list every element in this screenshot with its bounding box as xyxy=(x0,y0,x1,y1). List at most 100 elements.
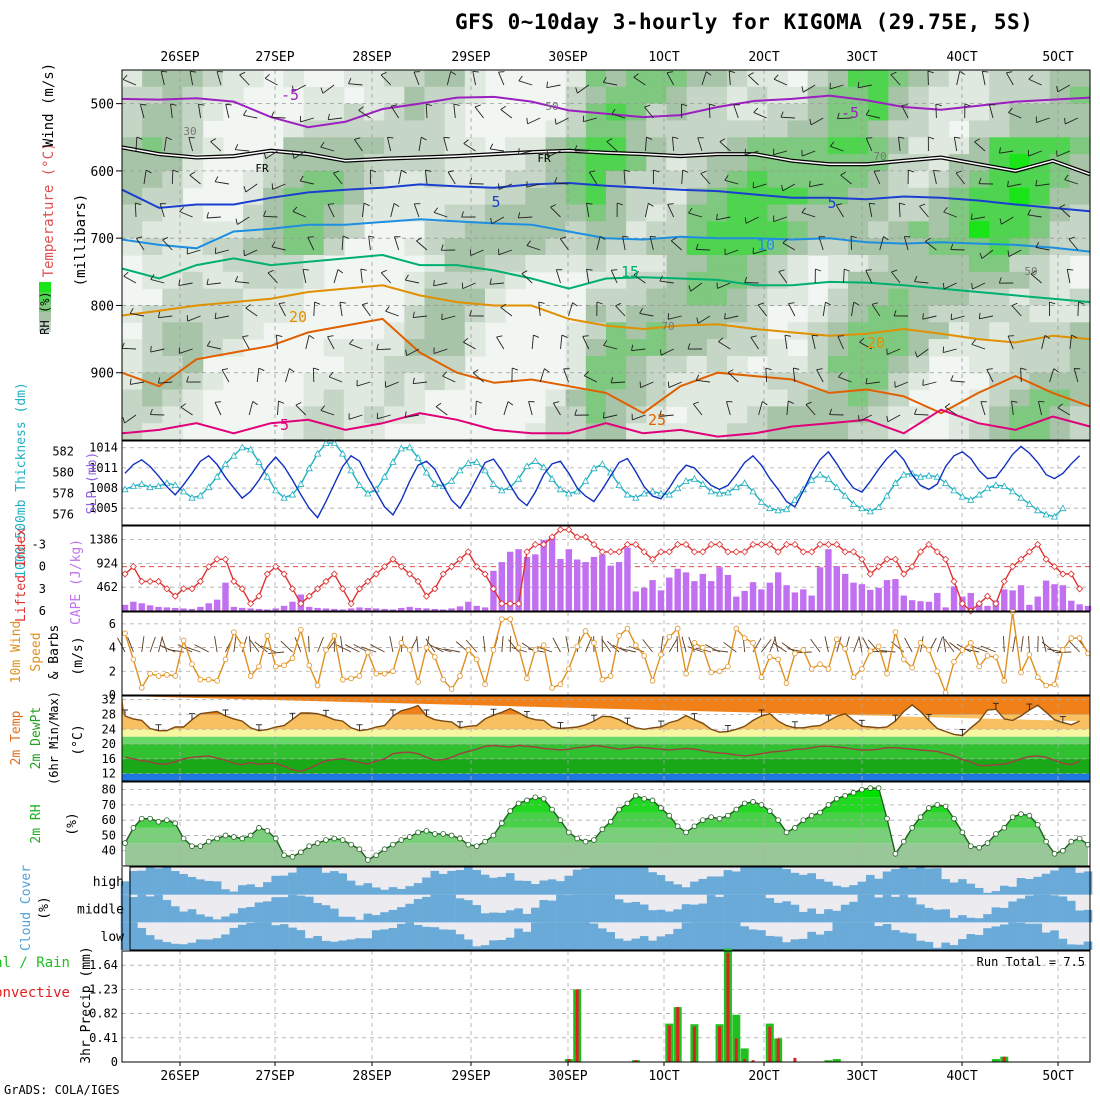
rh-shade-cell xyxy=(1009,339,1031,357)
upper-air-wind-barb-flag xyxy=(778,269,785,273)
rh-shade-cell xyxy=(1029,389,1051,407)
rh-shade-cell xyxy=(928,322,950,340)
upper-air-wind-barb xyxy=(1077,301,1080,317)
wind-speed-line-marker xyxy=(222,656,229,663)
rh-shade-cell xyxy=(1069,288,1091,307)
rh-shade-cell xyxy=(545,238,567,256)
precip-total-bar xyxy=(832,1059,841,1062)
upper-air-wind-barb-flag xyxy=(320,141,325,148)
upper-air-wind-barb-flag xyxy=(206,278,209,285)
rh-shade-cell xyxy=(989,103,1010,122)
surface-wind-barb xyxy=(254,641,268,653)
upper-air-wind-barb xyxy=(582,336,590,350)
rh-line-marker xyxy=(423,828,430,834)
cloud-cell xyxy=(505,910,515,923)
rh-line-marker xyxy=(356,846,363,852)
lifted-index-line-marker xyxy=(540,540,548,549)
lifted-index-line-marker xyxy=(389,555,397,563)
upper-air-wind-barb-flag xyxy=(179,206,184,212)
thickness-line-marker xyxy=(138,480,146,487)
rh-shade-cell xyxy=(182,339,204,357)
upper-air-wind-barb xyxy=(922,381,937,386)
rh-shade-cell xyxy=(686,355,708,374)
cape-bar xyxy=(615,562,623,611)
cape-bar xyxy=(900,595,907,611)
rh-line-marker xyxy=(867,785,874,791)
cloud-cell xyxy=(891,868,900,895)
rh-shade-cell xyxy=(888,339,910,357)
rh-shade-cell xyxy=(364,170,385,189)
date-label-bottom: 26SEP xyxy=(160,1069,199,1084)
rh-shade-cell xyxy=(384,70,405,88)
rh-line-marker xyxy=(783,829,790,836)
rh-line-marker xyxy=(909,825,915,831)
upper-air-wind-barb-flag xyxy=(603,412,605,419)
rh-shade-cell xyxy=(364,70,385,88)
upper-air-wind-barb xyxy=(135,136,138,152)
rh-shade-cell xyxy=(384,389,405,407)
precip-convective-bar xyxy=(793,1057,797,1062)
upper-air-wind-barb xyxy=(158,381,173,384)
upper-air-wind-barb xyxy=(300,180,314,185)
rh-line-marker xyxy=(465,841,472,848)
rh-shade-cell xyxy=(928,288,950,307)
rh-shade-cell xyxy=(424,355,446,374)
rh-shade-cell xyxy=(848,170,869,189)
rh-line-marker xyxy=(448,832,455,839)
surface-wind-barb xyxy=(1028,635,1030,653)
wind-speed-line-marker xyxy=(959,647,966,653)
rh-shade-cell xyxy=(1069,423,1091,441)
rh-shade-cell xyxy=(343,221,365,239)
rh-shade-cell xyxy=(626,389,647,407)
cape-bar xyxy=(892,579,899,611)
rh-shade-cell xyxy=(948,255,970,273)
upper-air-wind-barb xyxy=(568,302,573,317)
upper-air-wind-barb xyxy=(588,171,598,185)
rh-shade-cell xyxy=(464,322,486,340)
rh-shade-cell xyxy=(343,204,365,222)
rh-shade-cell xyxy=(767,339,789,357)
upper-air-wind-barb-flag xyxy=(412,377,415,384)
cape-bar xyxy=(741,590,748,611)
cloud-cell xyxy=(464,900,473,923)
upper-air-wind-barb xyxy=(835,204,844,218)
cloud-cell xyxy=(380,912,389,923)
lifted-index-line-marker xyxy=(1009,563,1017,571)
upper-air-wind-barb xyxy=(577,84,590,94)
surface-wind-barb xyxy=(668,638,678,653)
date-label-top: 27SEP xyxy=(255,50,294,65)
rh-shade-cell xyxy=(827,305,849,323)
thickness-line-marker xyxy=(380,472,389,480)
upper-air-wind-barb xyxy=(748,75,759,86)
rh-shade-cell xyxy=(646,406,668,424)
rh-shade-cell xyxy=(202,137,224,155)
cloud-cell xyxy=(196,939,205,950)
rh-shade-cell xyxy=(263,170,284,189)
upper-air-wind-barb xyxy=(394,236,400,251)
contour-label: -5 xyxy=(841,104,859,122)
date-label-bottom: 4OCT xyxy=(946,1069,977,1084)
thickness-line-marker xyxy=(129,482,138,490)
upper-air-wind-barb xyxy=(925,241,937,251)
lifted-index-line-marker xyxy=(238,585,246,593)
rh-shade-cell xyxy=(1069,406,1091,424)
rh-line-marker xyxy=(884,815,890,822)
upper-air-wind-barb xyxy=(708,103,711,119)
rh-shade-cell xyxy=(888,322,910,340)
upper-air-wind-barb-flag xyxy=(313,367,320,371)
rh-shade-cell xyxy=(908,120,930,138)
upper-air-wind-barb-flag xyxy=(129,308,134,314)
dewpoint-line xyxy=(124,744,1080,773)
cape-bar xyxy=(1017,585,1025,611)
upper-air-wind-barb xyxy=(914,281,929,284)
rh-shade-cell xyxy=(1069,86,1091,105)
rh-shade-cell xyxy=(545,423,567,441)
cloud-cell xyxy=(832,885,842,895)
rh-shade-cell xyxy=(848,221,869,239)
rh-shade-cell xyxy=(343,372,365,391)
upper-air-wind-barb-flag xyxy=(955,170,962,174)
thickness-line-marker xyxy=(121,485,129,493)
rh-line-marker xyxy=(1026,812,1033,819)
upper-air-wind-barb xyxy=(121,347,137,350)
rh-shade-cell xyxy=(989,187,1010,206)
